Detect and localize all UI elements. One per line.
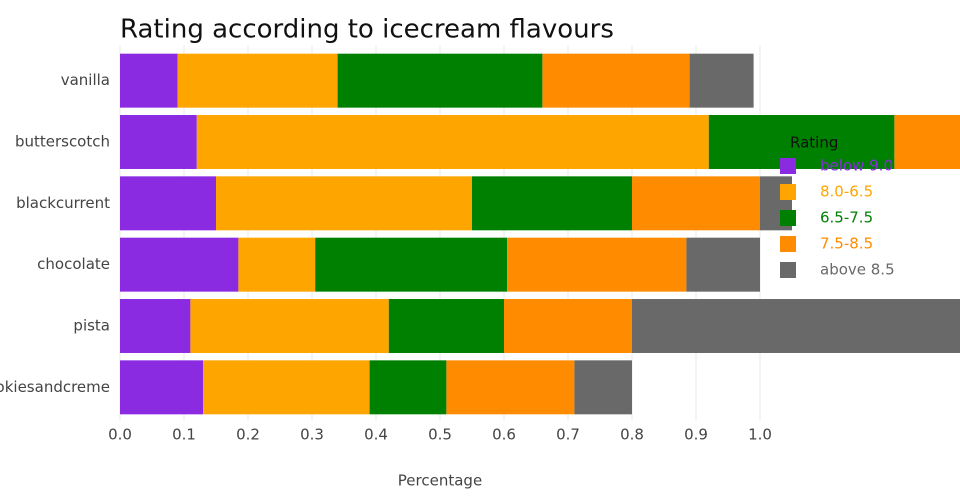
x-tick-label: 0.5: [428, 426, 452, 444]
bar-segment: [196, 115, 709, 169]
bar-segment: [238, 237, 316, 292]
bar-segment: [632, 176, 760, 231]
legend-label: 6.5-7.5: [820, 209, 873, 227]
legend-label: below 9.0: [820, 157, 893, 175]
bar-segment: [120, 360, 204, 415]
legend-swatch: [780, 210, 796, 226]
bar-segment: [574, 360, 632, 415]
legend-swatch: [780, 158, 796, 174]
bar-segment: [120, 299, 191, 353]
x-tick-label: 0.4: [364, 426, 388, 444]
y-tick-label: chocolate: [37, 255, 110, 273]
legend-swatch: [780, 184, 796, 200]
bar-segment: [708, 115, 895, 169]
x-tick-label: 0.7: [556, 426, 580, 444]
bar-segment: [632, 299, 960, 353]
y-tick-label: butterscotch: [15, 133, 110, 151]
bar-segment: [507, 237, 687, 292]
bar-segment: [472, 176, 632, 231]
bar-segment: [120, 237, 239, 292]
bar-segment: [337, 53, 543, 108]
y-tick-label: blackcurrent: [16, 194, 110, 212]
legend-title: Rating: [790, 134, 838, 152]
bar-segment: [177, 53, 338, 108]
legend-label: 7.5-8.5: [820, 235, 873, 253]
bar-segment: [894, 115, 960, 169]
bar-segment: [542, 53, 690, 108]
bar-segment: [388, 299, 504, 353]
bar-segment: [120, 176, 216, 231]
bar-segment: [315, 237, 508, 292]
bar-segment: [504, 299, 632, 353]
bar-segment: [216, 176, 472, 231]
x-axis-title: Percentage: [398, 472, 482, 490]
x-tick-label: 0.8: [620, 426, 644, 444]
legend-swatch: [780, 262, 796, 278]
bar-segment: [120, 115, 197, 169]
x-tick-label: 0.2: [236, 426, 260, 444]
legend-label: 8.0-6.5: [820, 183, 873, 201]
legend-label: above 8.5: [820, 261, 895, 279]
y-tick-label: pista: [73, 317, 110, 335]
chart-title: Rating according to icecream flavours: [120, 15, 614, 45]
bar-segment: [686, 237, 760, 292]
bar-segment: [369, 360, 447, 415]
x-tick-label: 0.1: [172, 426, 196, 444]
bar-segment: [190, 299, 389, 353]
x-tick-label: 0.3: [300, 426, 324, 444]
x-tick-label: 0.0: [108, 426, 132, 444]
legend-swatch: [780, 236, 796, 252]
x-tick-label: 0.9: [684, 426, 708, 444]
y-tick-label: vanilla: [61, 71, 110, 89]
bar-segment: [120, 53, 178, 108]
x-tick-label: 0.6: [492, 426, 516, 444]
bar-segment: [203, 360, 370, 415]
bar-segment: [689, 53, 754, 108]
y-tick-label: cookiesandcreme: [0, 378, 110, 396]
legend: Rating below 9.0 8.0-6.5 6.5-7.5 7.5-8.5 abo…: [780, 134, 895, 279]
bars: [120, 53, 960, 415]
bar-segment: [446, 360, 575, 415]
x-tick-label: 1.0: [748, 426, 772, 444]
